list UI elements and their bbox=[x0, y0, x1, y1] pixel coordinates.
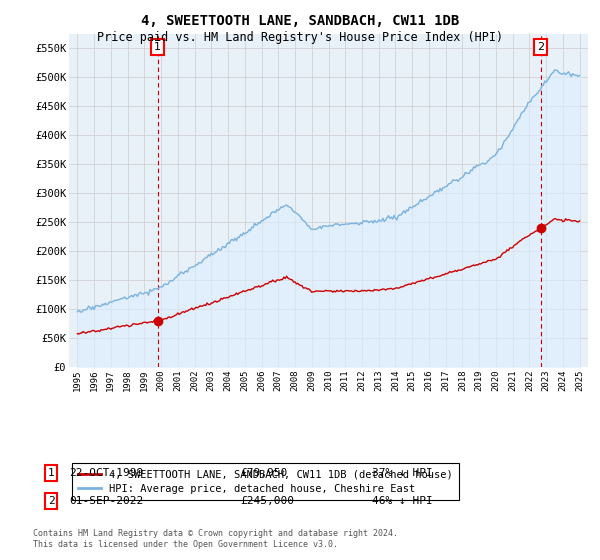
Text: Price paid vs. HM Land Registry's House Price Index (HPI): Price paid vs. HM Land Registry's House … bbox=[97, 31, 503, 44]
Text: 1: 1 bbox=[47, 468, 55, 478]
Text: 37% ↓ HPI: 37% ↓ HPI bbox=[372, 468, 433, 478]
Text: £79,950: £79,950 bbox=[240, 468, 287, 478]
Text: 46% ↓ HPI: 46% ↓ HPI bbox=[372, 496, 433, 506]
Text: 01-SEP-2022: 01-SEP-2022 bbox=[69, 496, 143, 506]
Text: 4, SWEETTOOTH LANE, SANDBACH, CW11 1DB: 4, SWEETTOOTH LANE, SANDBACH, CW11 1DB bbox=[141, 14, 459, 28]
Text: 2: 2 bbox=[47, 496, 55, 506]
Legend: 4, SWEETTOOTH LANE, SANDBACH, CW11 1DB (detached house), HPI: Average price, det: 4, SWEETTOOTH LANE, SANDBACH, CW11 1DB (… bbox=[71, 463, 459, 500]
Text: 1: 1 bbox=[154, 42, 161, 52]
Text: Contains HM Land Registry data © Crown copyright and database right 2024.
This d: Contains HM Land Registry data © Crown c… bbox=[33, 529, 398, 549]
Text: 2: 2 bbox=[537, 42, 544, 52]
Text: 22-OCT-1999: 22-OCT-1999 bbox=[69, 468, 143, 478]
Text: £245,000: £245,000 bbox=[240, 496, 294, 506]
